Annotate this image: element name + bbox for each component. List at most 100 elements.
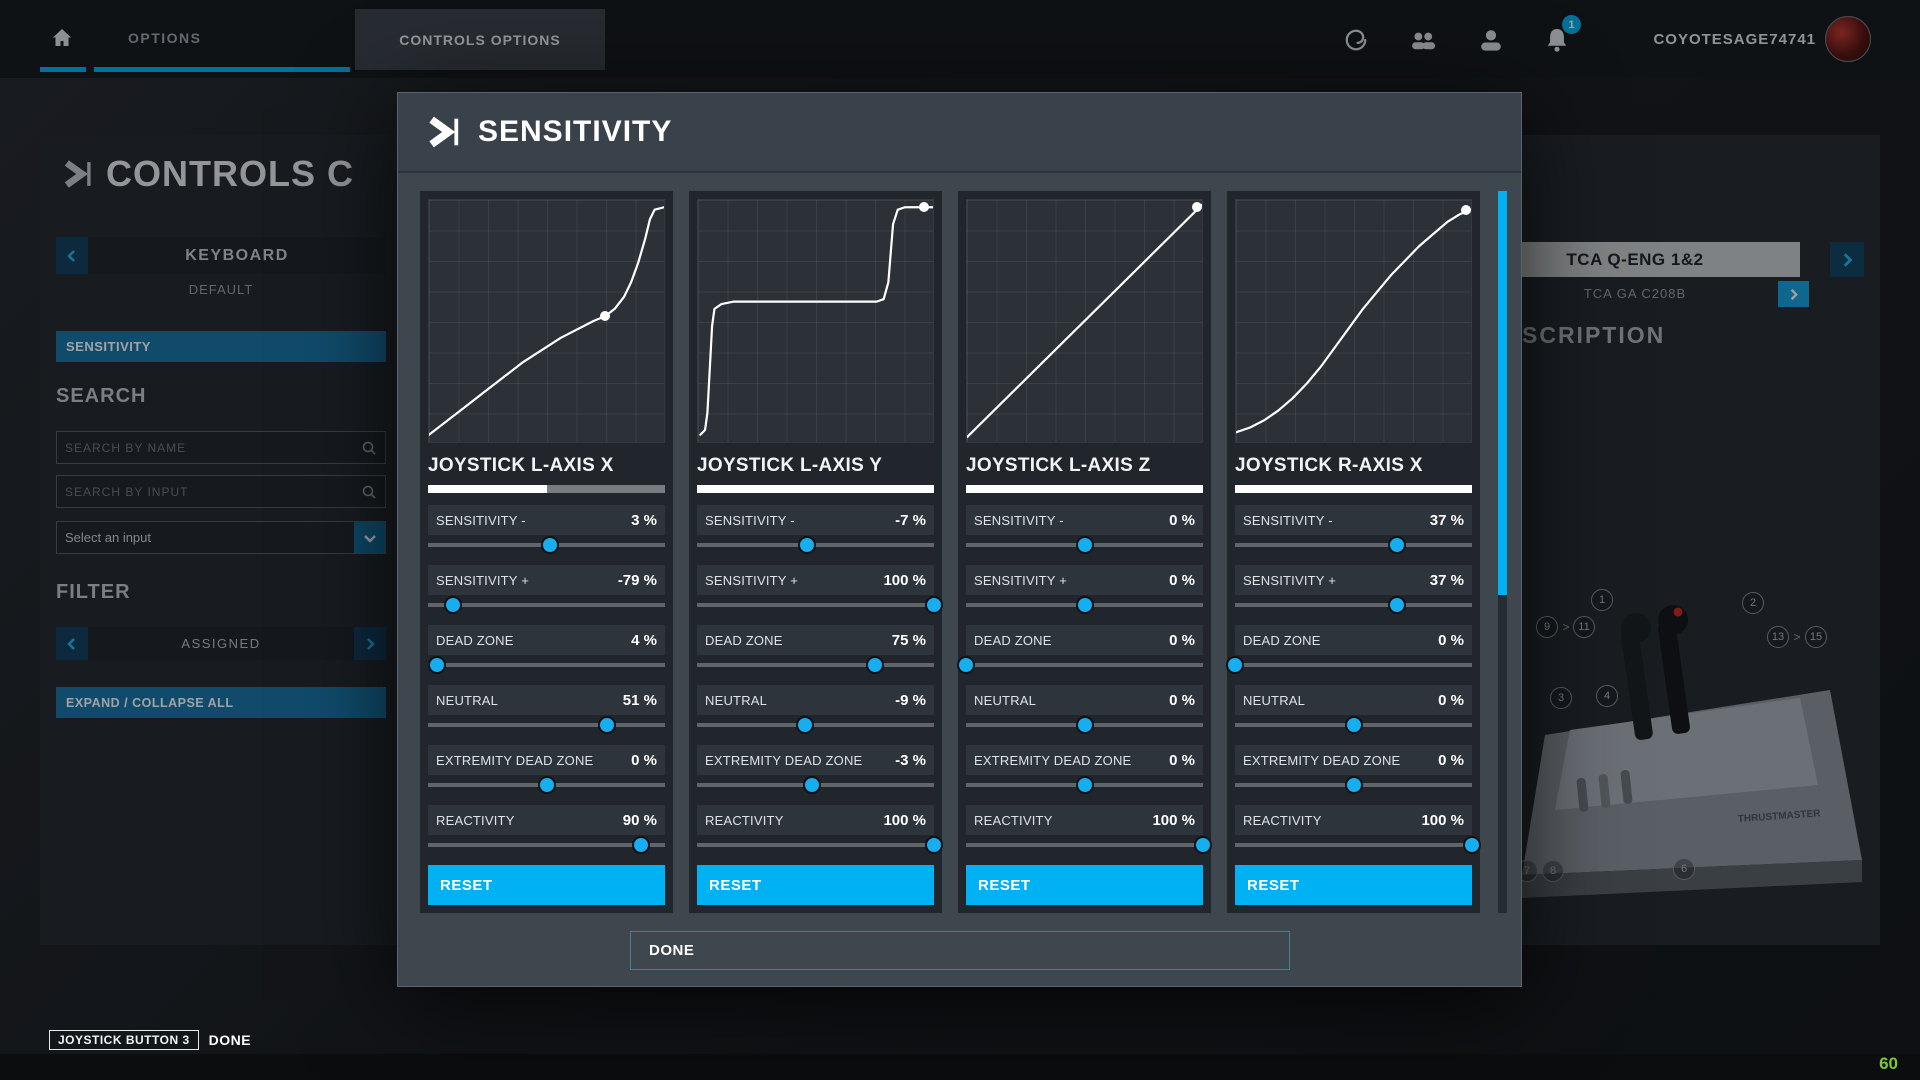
slider-track[interactable]	[428, 835, 665, 856]
slider-track[interactable]	[428, 775, 665, 796]
slider-track[interactable]	[1235, 595, 1472, 616]
right-device-secondary-next-button[interactable]	[1778, 281, 1809, 307]
sensitivity-slider-row: DEAD ZONE 75 %	[697, 625, 934, 676]
slider-knob[interactable]	[1465, 838, 1479, 852]
slider-track[interactable]	[959, 655, 1203, 676]
slider-track[interactable]	[428, 715, 665, 736]
friends-icon[interactable]	[1408, 25, 1438, 55]
slider-track[interactable]	[1235, 535, 1472, 556]
slider-label: SENSITIVITY +	[705, 572, 799, 588]
slider-track[interactable]	[697, 835, 941, 856]
tab-controls-options[interactable]: CONTROLS OPTIONS	[355, 9, 605, 70]
search-by-input-field[interactable]	[56, 475, 386, 508]
slider-knob[interactable]	[1228, 658, 1242, 672]
slider-knob[interactable]	[1077, 778, 1092, 792]
slider-knob[interactable]	[634, 838, 649, 852]
slider-knob[interactable]	[959, 658, 973, 672]
axis-panel: JOYSTICK L-AXIS Y SENSITIVITY - -7 % SEN…	[689, 191, 942, 913]
reset-button[interactable]: RESET	[966, 865, 1203, 905]
notifications-icon[interactable]	[1542, 25, 1572, 55]
slider-knob[interactable]	[927, 838, 941, 852]
slider-track[interactable]	[1235, 715, 1472, 736]
slider-knob[interactable]	[797, 718, 812, 732]
page-title-chevron-icon	[64, 160, 91, 188]
home-icon[interactable]	[50, 26, 74, 50]
slider-knob[interactable]	[543, 538, 558, 552]
expand-collapse-all-button[interactable]: EXPAND / COLLAPSE ALL	[56, 687, 386, 718]
axis-title: JOYSTICK L-AXIS X	[428, 455, 614, 476]
slider-knob[interactable]	[539, 778, 554, 792]
assigned-filter-selector: ASSIGNED	[56, 627, 386, 660]
slider-knob[interactable]	[800, 538, 815, 552]
slider-track[interactable]	[697, 535, 934, 556]
slider-track[interactable]	[1235, 775, 1472, 796]
slider-knob[interactable]	[1390, 598, 1405, 612]
sensitivity-button[interactable]: SENSITIVITY	[56, 331, 386, 362]
reset-button[interactable]: RESET	[697, 865, 934, 905]
chevron-down-icon[interactable]	[354, 522, 385, 553]
sensitivity-slider-row: EXTREMITY DEAD ZONE 0 %	[966, 745, 1203, 796]
reset-button[interactable]: RESET	[1235, 865, 1472, 905]
slider-track[interactable]	[966, 775, 1203, 796]
slider-track[interactable]	[697, 715, 934, 736]
slider-track[interactable]	[966, 535, 1203, 556]
reset-button[interactable]: RESET	[428, 865, 665, 905]
input-select-dropdown[interactable]: Select an input	[56, 521, 386, 554]
slider-track[interactable]	[1228, 655, 1472, 676]
sensitivity-slider-row: SENSITIVITY + 100 %	[697, 565, 941, 616]
slider-track[interactable]	[966, 835, 1210, 856]
search-by-name-field[interactable]	[56, 431, 386, 464]
dialog-scrollbar-thumb[interactable]	[1498, 191, 1507, 596]
profile-icon[interactable]	[1476, 25, 1506, 55]
slider-value: 75 %	[891, 631, 926, 649]
slider-label: NEUTRAL	[436, 692, 499, 708]
slider-track[interactable]	[966, 595, 1203, 616]
slider-knob[interactable]	[1346, 718, 1361, 732]
search-by-name-input[interactable]	[65, 440, 361, 455]
slider-track[interactable]	[428, 535, 665, 556]
bottom-strip	[0, 1054, 1920, 1080]
description-heading: SCRIPTION	[1522, 322, 1666, 348]
slider-knob[interactable]	[1077, 598, 1092, 612]
slider-track[interactable]	[697, 595, 941, 616]
slider-track[interactable]	[697, 775, 934, 796]
notification-badge: 1	[1562, 15, 1581, 34]
search-by-input-input[interactable]	[65, 484, 361, 499]
slider-knob[interactable]	[430, 658, 445, 672]
slider-track[interactable]	[966, 715, 1203, 736]
sensitivity-slider-row: SENSITIVITY - 3 %	[428, 505, 665, 556]
slider-knob[interactable]	[1346, 778, 1361, 792]
slider-knob[interactable]	[867, 658, 882, 672]
slider-knob[interactable]	[804, 778, 819, 792]
slider-knob[interactable]	[1196, 838, 1210, 852]
response-curve	[700, 207, 933, 434]
sensitivity-slider-row: REACTIVITY 100 %	[697, 805, 941, 856]
slider-track[interactable]	[697, 655, 934, 676]
device-prev-button[interactable]	[56, 237, 88, 274]
right-device-primary[interactable]: TCA Q-ENG 1&2	[1470, 242, 1800, 277]
filter-next-button[interactable]	[354, 627, 386, 660]
dialog-scrollbar[interactable]	[1498, 191, 1507, 913]
slider-value: 100 %	[1152, 811, 1195, 829]
slider-label-row: SENSITIVITY + 100 %	[697, 565, 934, 595]
slider-knob[interactable]	[927, 598, 941, 612]
slider-knob[interactable]	[1077, 538, 1092, 552]
username[interactable]: COYOTESAGE74741	[1653, 31, 1816, 48]
right-device-next-button[interactable]	[1830, 242, 1864, 277]
slider-knob[interactable]	[1390, 538, 1405, 552]
slider-knob[interactable]	[599, 718, 614, 732]
avatar[interactable]	[1825, 16, 1871, 62]
slider-label-row: DEAD ZONE 4 %	[428, 625, 665, 655]
slider-track-line	[428, 843, 665, 847]
slider-knob[interactable]	[445, 598, 460, 612]
filter-prev-button[interactable]	[56, 627, 88, 660]
slider-knob[interactable]	[1077, 718, 1092, 732]
dialog-done-button[interactable]: DONE	[630, 931, 1290, 970]
slider-track[interactable]	[1235, 835, 1479, 856]
slider-track[interactable]	[428, 595, 665, 616]
slider-track-line	[1235, 663, 1472, 667]
slider-value: -7 %	[895, 511, 926, 529]
spiral-icon[interactable]	[1341, 25, 1371, 55]
slider-track[interactable]	[428, 655, 665, 676]
tab-options[interactable]: OPTIONS	[128, 30, 202, 46]
